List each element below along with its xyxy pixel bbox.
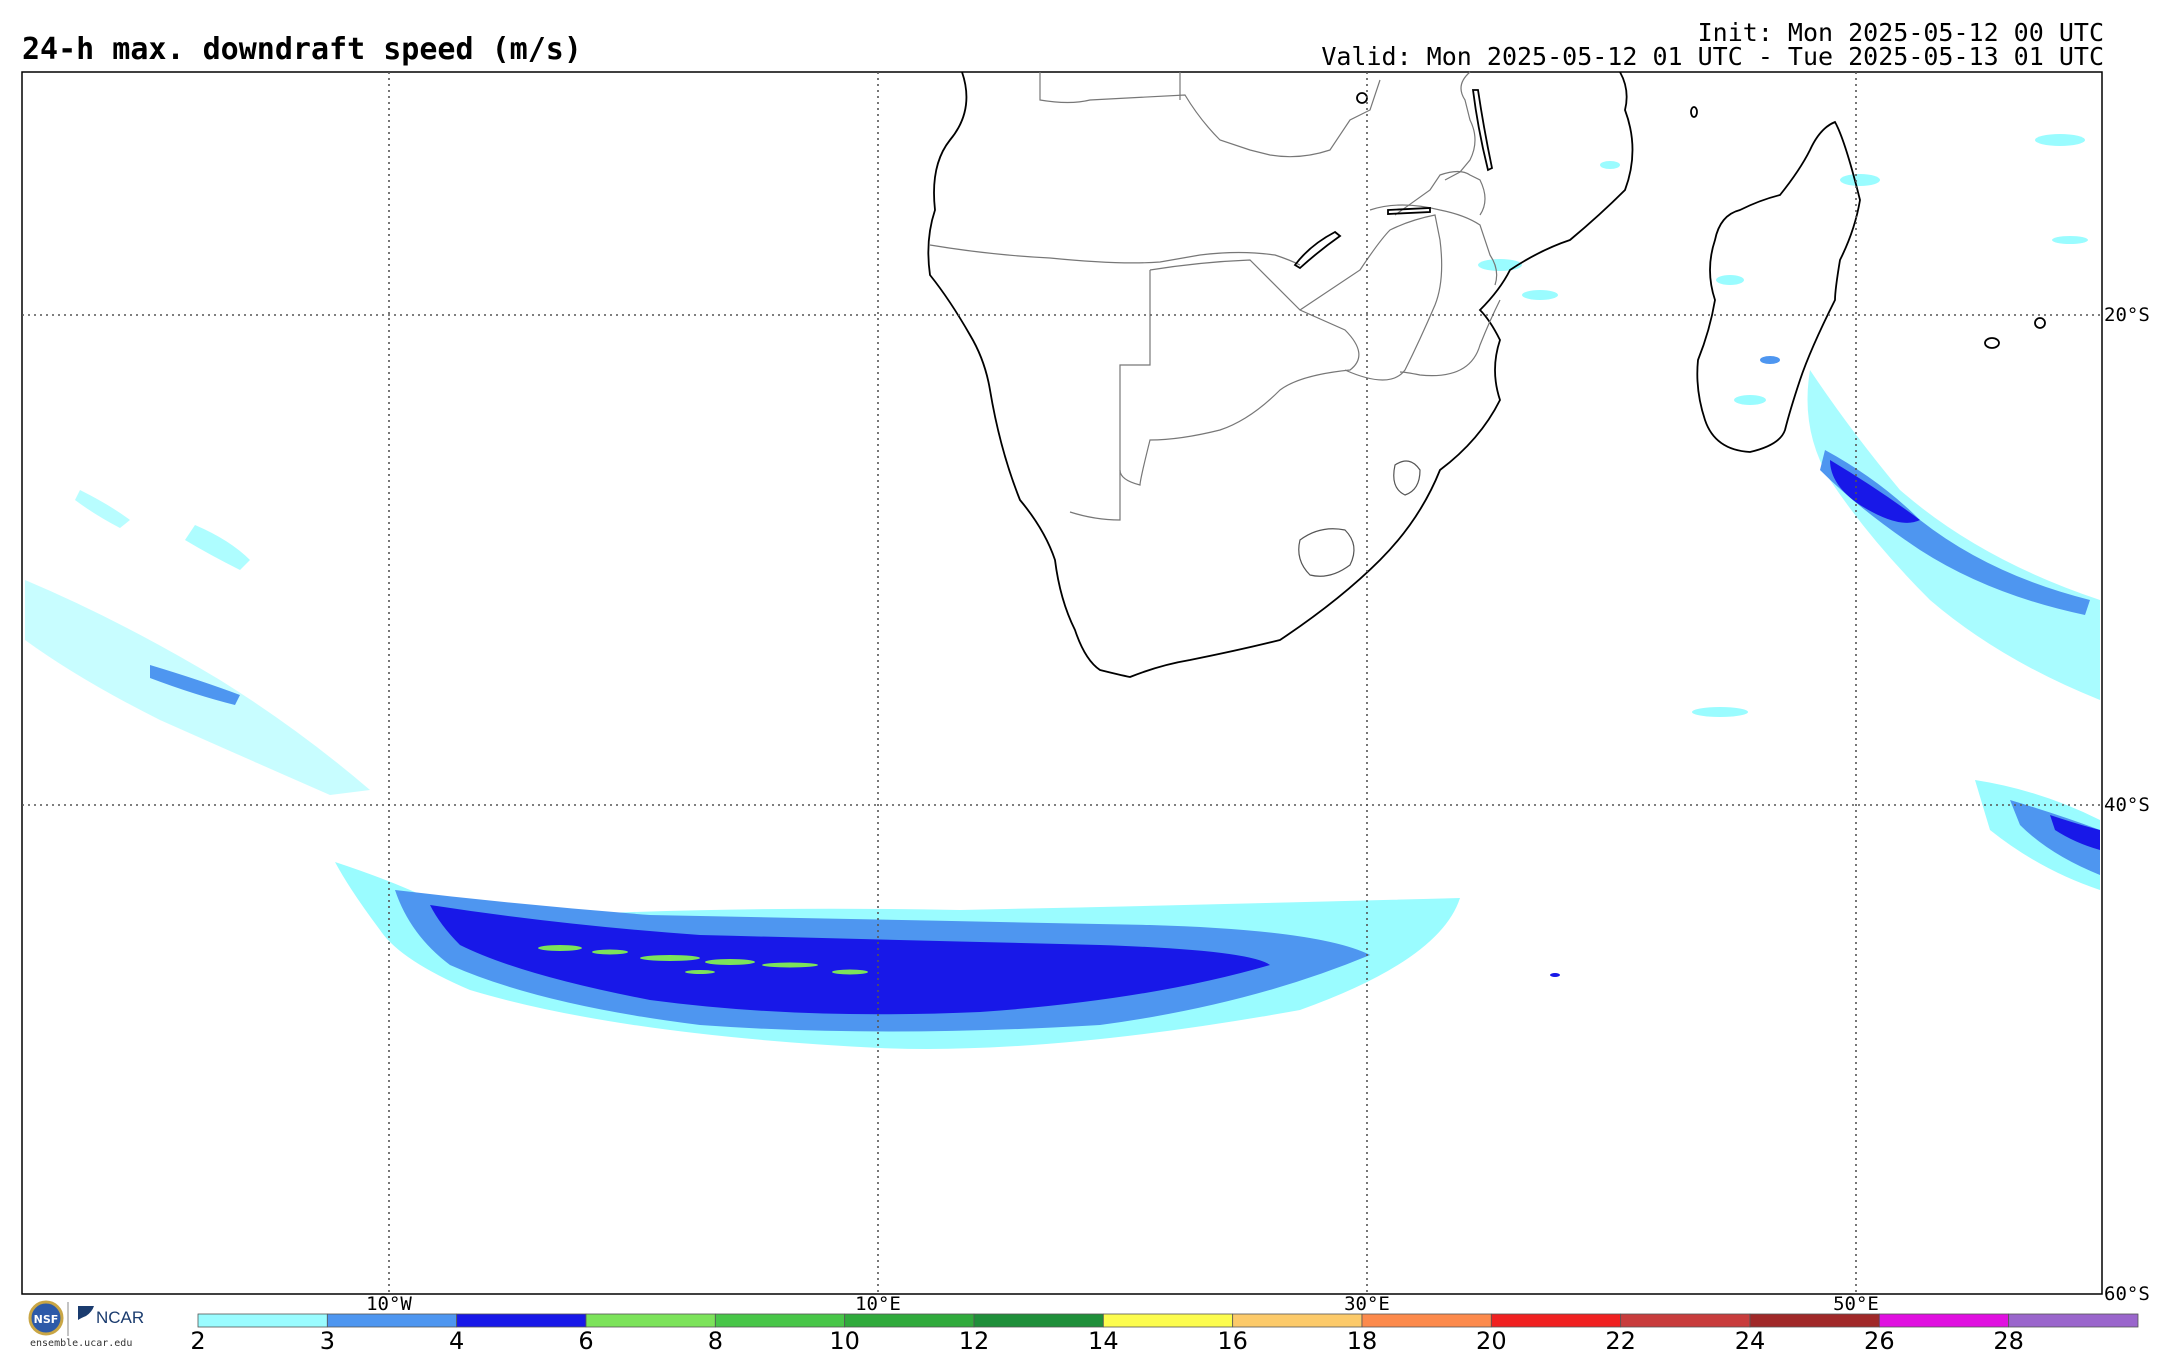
lon-label-10w: 10°W — [366, 1293, 412, 1315]
colorbar-tick-label: 24 — [1735, 1327, 1766, 1354]
init-time: Init: Mon 2025-05-12 00 UTC — [1697, 18, 2104, 47]
colorbar-tick-label: 8 — [708, 1327, 723, 1354]
colorbar-segment — [1490, 1313, 1622, 1328]
lake-cahora-bassa — [1387, 207, 1431, 215]
eswatini-border — [1393, 460, 1421, 496]
colorbar-segment — [1620, 1313, 1751, 1328]
reunion-island — [2034, 317, 2046, 329]
colorbar-tick-label: 22 — [1605, 1327, 1636, 1354]
africa-coastline — [927, 71, 1634, 678]
lon-label-30e: 30°E — [1344, 1293, 1390, 1315]
colorbar-segment — [326, 1313, 458, 1328]
logos: NSF — [28, 1300, 94, 1336]
graticule — [22, 72, 2102, 1294]
downdraft-band-south — [335, 862, 1460, 1049]
downdraft-cells-mozambique — [1478, 134, 2088, 405]
colorbar-tick-label: 2 — [190, 1327, 205, 1354]
ncar-logo-icon — [78, 1306, 94, 1320]
valid-time: Valid: Mon 2025-05-12 01 UTC - Tue 2025-… — [1321, 42, 2104, 71]
colorbar-segment — [714, 1313, 846, 1328]
colorbar-segment — [844, 1313, 975, 1328]
colorbar-segment — [2008, 1313, 2139, 1328]
site-label: ensemble.ucar.edu — [30, 1338, 133, 1349]
colorbar-segment — [197, 1313, 328, 1328]
colorbar-tick-label: 20 — [1476, 1327, 1507, 1354]
colorbar-tick-label: 28 — [1993, 1327, 2024, 1354]
map-frame — [21, 71, 2103, 1295]
lake-kariba — [1293, 230, 1342, 270]
downdraft-band-southeast — [1550, 370, 2100, 977]
colorbar-segment — [973, 1313, 1104, 1328]
colorbar-tick-label: 26 — [1864, 1327, 1895, 1354]
lat-label-40s: 40°S — [2104, 794, 2150, 816]
downdraft-cells-southwest — [25, 490, 370, 795]
colorbar-segment — [1749, 1313, 1880, 1328]
colorbar-tick-label: 3 — [320, 1327, 335, 1354]
colorbar-segment — [1361, 1313, 1492, 1328]
colorbar-tick-label: 4 — [449, 1327, 464, 1354]
colorbar-segment — [1878, 1313, 2010, 1328]
comoros-island — [1690, 106, 1698, 118]
mauritius-island — [1984, 337, 2000, 349]
colorbar-tick-label: 14 — [1088, 1327, 1119, 1354]
lon-label-10e: 10°E — [855, 1293, 901, 1315]
lake-malawi — [1471, 89, 1494, 172]
lat-label-20s: 20°S — [2104, 304, 2150, 326]
map-title: 24-h max. downdraft speed (m/s) — [22, 32, 582, 67]
colorbar-tick-label: 6 — [578, 1327, 593, 1354]
colorbar-tick-label: 10 — [829, 1327, 860, 1354]
colorbar-tick-label: 12 — [959, 1327, 990, 1354]
colorbar-tick-label: 16 — [1217, 1327, 1248, 1354]
colorbar-segment — [585, 1313, 716, 1328]
lesotho-border — [1298, 528, 1355, 577]
colorbar-segment — [456, 1313, 587, 1328]
lon-label-50e: 50°E — [1833, 1293, 1879, 1315]
ncar-label: NCAR — [96, 1308, 145, 1327]
svg-text:NSF: NSF — [34, 1313, 59, 1326]
colorbar-segment — [1102, 1313, 1234, 1328]
colorbar-tick-label: 18 — [1347, 1327, 1378, 1354]
colorbar-segment — [1232, 1313, 1363, 1328]
band-green-cells — [538, 945, 868, 975]
colorbar: 2 3 4 6 8 10 12 14 16 18 20 22 24 26 28 — [190, 1313, 2139, 1354]
madagascar-coastline — [1696, 120, 1861, 453]
nsf-logo-icon: NSF — [28, 1300, 64, 1336]
lat-label-60s: 60°S — [2104, 1283, 2150, 1305]
country-borders — [929, 71, 1501, 521]
